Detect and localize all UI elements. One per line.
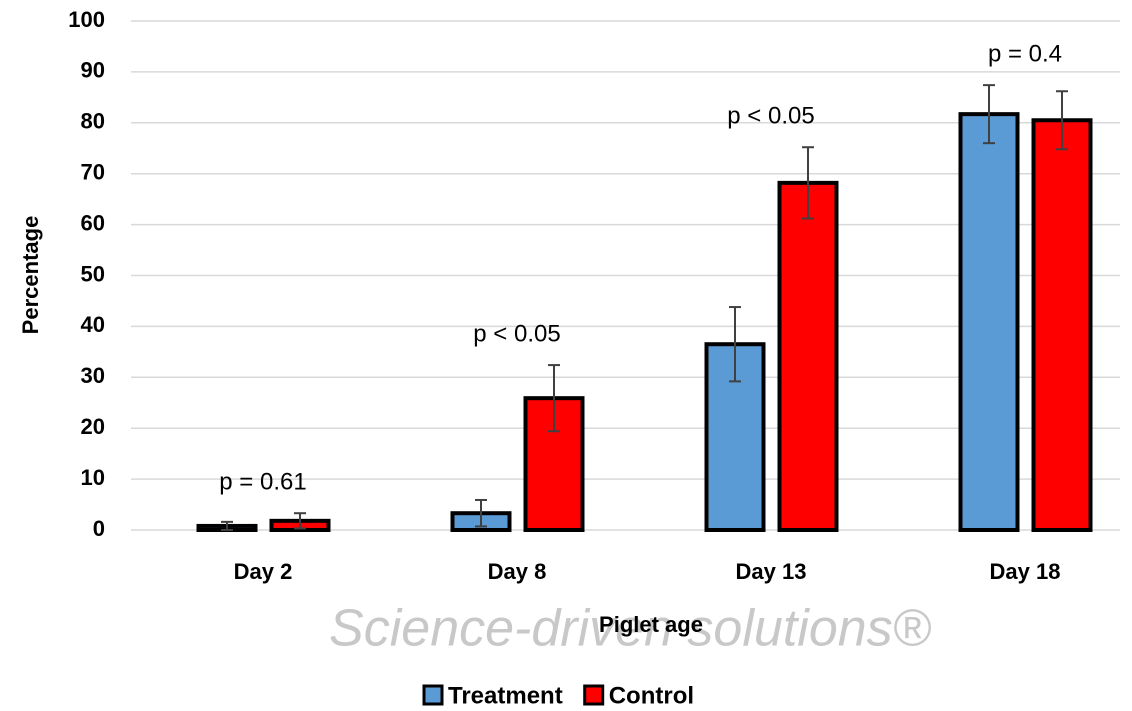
chart: Science-driven solutions® Percentage Pig… bbox=[0, 0, 1132, 711]
annotation: p = 0.4 bbox=[988, 40, 1062, 67]
y-tick-label: 40 bbox=[81, 312, 105, 337]
x-axis-title: Piglet age bbox=[599, 612, 703, 637]
x-tick-label: Day 18 bbox=[990, 559, 1061, 584]
annotation: p < 0.05 bbox=[727, 103, 814, 130]
bar bbox=[780, 183, 837, 530]
annotation: p < 0.05 bbox=[473, 320, 560, 347]
y-tick-label: 10 bbox=[81, 465, 105, 490]
x-tick-label: Day 13 bbox=[736, 559, 807, 584]
legend-label: Treatment bbox=[448, 682, 563, 709]
y-axis-title: Percentage bbox=[18, 216, 43, 335]
bar bbox=[961, 114, 1018, 530]
x-tick-label: Day 8 bbox=[488, 559, 547, 584]
y-tick-label: 100 bbox=[68, 7, 105, 32]
y-tick-label: 60 bbox=[81, 210, 105, 235]
y-tick-label: 30 bbox=[81, 363, 105, 388]
bar bbox=[1034, 120, 1091, 530]
legend-swatch bbox=[585, 686, 603, 704]
legend-swatch bbox=[424, 686, 442, 704]
y-tick-label: 50 bbox=[81, 261, 105, 286]
y-tick-label: 70 bbox=[81, 160, 105, 185]
y-tick-label: 80 bbox=[81, 109, 105, 134]
y-tick-label: 90 bbox=[81, 58, 105, 83]
y-tick-label: 0 bbox=[93, 516, 105, 541]
x-tick-label: Day 2 bbox=[234, 559, 293, 584]
legend-label: Control bbox=[609, 682, 694, 709]
annotation: p = 0.61 bbox=[219, 469, 306, 496]
y-tick-label: 20 bbox=[81, 414, 105, 439]
